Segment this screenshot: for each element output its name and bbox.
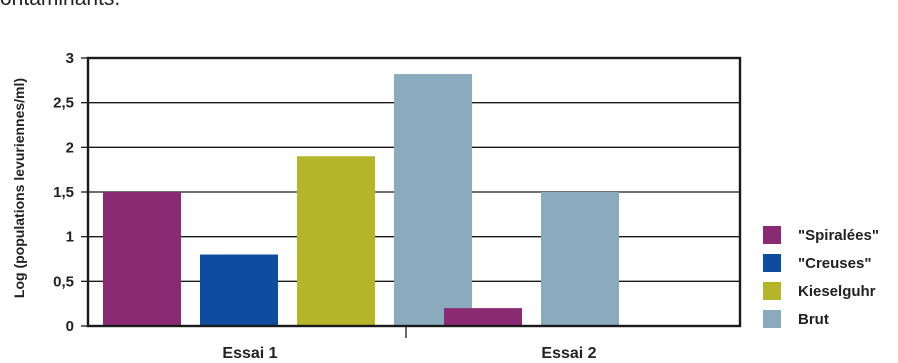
- y-tick-label: 2,5: [53, 95, 74, 112]
- x-category-label: Essai 1: [222, 345, 277, 362]
- y-tick-label: 1: [66, 229, 74, 246]
- axes-layer: 0 0,5 1 1,5 2 2,5 3 Essai 1 Essai 2: [53, 50, 742, 362]
- legend-label: "Creuses": [798, 255, 871, 272]
- legend-swatch: [763, 310, 781, 328]
- bars-layer: [103, 74, 619, 326]
- y-tick-label: 3: [66, 50, 74, 67]
- x-category-label: Essai 2: [541, 345, 596, 362]
- plot-frame: [86, 56, 742, 328]
- legend-swatch: [763, 282, 781, 300]
- y-axis-title: Log (populations levuriennes/ml): [11, 78, 27, 298]
- bar-kieselguhr-1: [297, 156, 375, 326]
- legend-label: Brut: [798, 311, 829, 328]
- legend-label: Kieselguhr: [798, 283, 876, 300]
- legend-label: "Spiralées": [798, 227, 879, 244]
- legend: "Spiralées" "Creuses" Kieselguhr Brut: [763, 226, 879, 328]
- legend-swatch: [763, 254, 781, 272]
- y-tick-label: 0,5: [53, 273, 74, 290]
- bar-brut-1: [394, 74, 472, 326]
- bar-spirales-1: [103, 192, 181, 326]
- legend-swatch: [763, 226, 781, 244]
- bar-brut-2: [541, 192, 619, 326]
- bar-creuses-1: [200, 254, 278, 326]
- y-tick-label: 1,5: [53, 184, 74, 201]
- y-tick-label: 0: [66, 318, 74, 335]
- y-tick-label: 2: [66, 139, 74, 156]
- bar-spirales-2: [444, 308, 522, 326]
- top-text-fragment: ontaminants.: [0, 0, 120, 11]
